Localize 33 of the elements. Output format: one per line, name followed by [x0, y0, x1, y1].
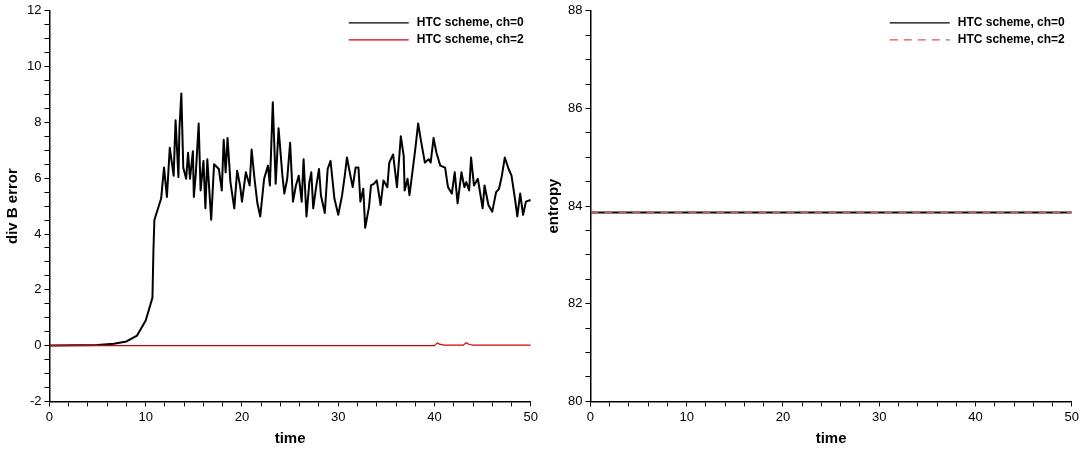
y-axis-title: div B error: [3, 168, 21, 245]
y-tick-label: 86: [567, 100, 583, 116]
x-tick-label: 20: [775, 408, 791, 424]
legend-label: HTC scheme, ch=2: [957, 32, 1066, 47]
x-axis-title: time: [815, 429, 847, 447]
y-tick-label: 88: [567, 2, 583, 18]
y-tick-label: 82: [567, 295, 583, 311]
y-tick-label: 84: [567, 197, 583, 213]
y-tick-label: 6: [34, 169, 42, 185]
x-tick-label: 0: [45, 408, 54, 424]
x-tick-label: 10: [679, 408, 694, 424]
y-axis-title: entropy: [544, 177, 562, 234]
x-tick-label: 0: [586, 408, 595, 424]
legend-label: HTC scheme, ch=0: [416, 15, 525, 30]
legend-label: HTC scheme, ch=0: [957, 15, 1066, 30]
y-tick-label: 8: [34, 113, 42, 129]
y-tick-label: 2: [34, 281, 42, 297]
x-tick-label: 10: [138, 408, 153, 424]
y-tick-label: 10: [26, 58, 42, 74]
x-tick-label: 40: [427, 408, 442, 424]
x-axis-title: time: [274, 429, 306, 447]
x-tick-label: 20: [234, 408, 250, 424]
y-tick-label: 12: [26, 2, 42, 18]
x-tick-label: 30: [872, 408, 887, 424]
legend-label: HTC scheme, ch=2: [416, 32, 525, 47]
y-tick-label: -2: [29, 392, 42, 408]
y-tick-label: 0: [34, 337, 42, 353]
y-tick-label: 4: [34, 225, 42, 241]
x-tick-label: 50: [523, 408, 538, 424]
x-tick-label: 30: [331, 408, 346, 424]
y-tick-label: 80: [567, 392, 583, 408]
x-tick-label: 40: [968, 408, 983, 424]
x-tick-label: 50: [1064, 408, 1079, 424]
